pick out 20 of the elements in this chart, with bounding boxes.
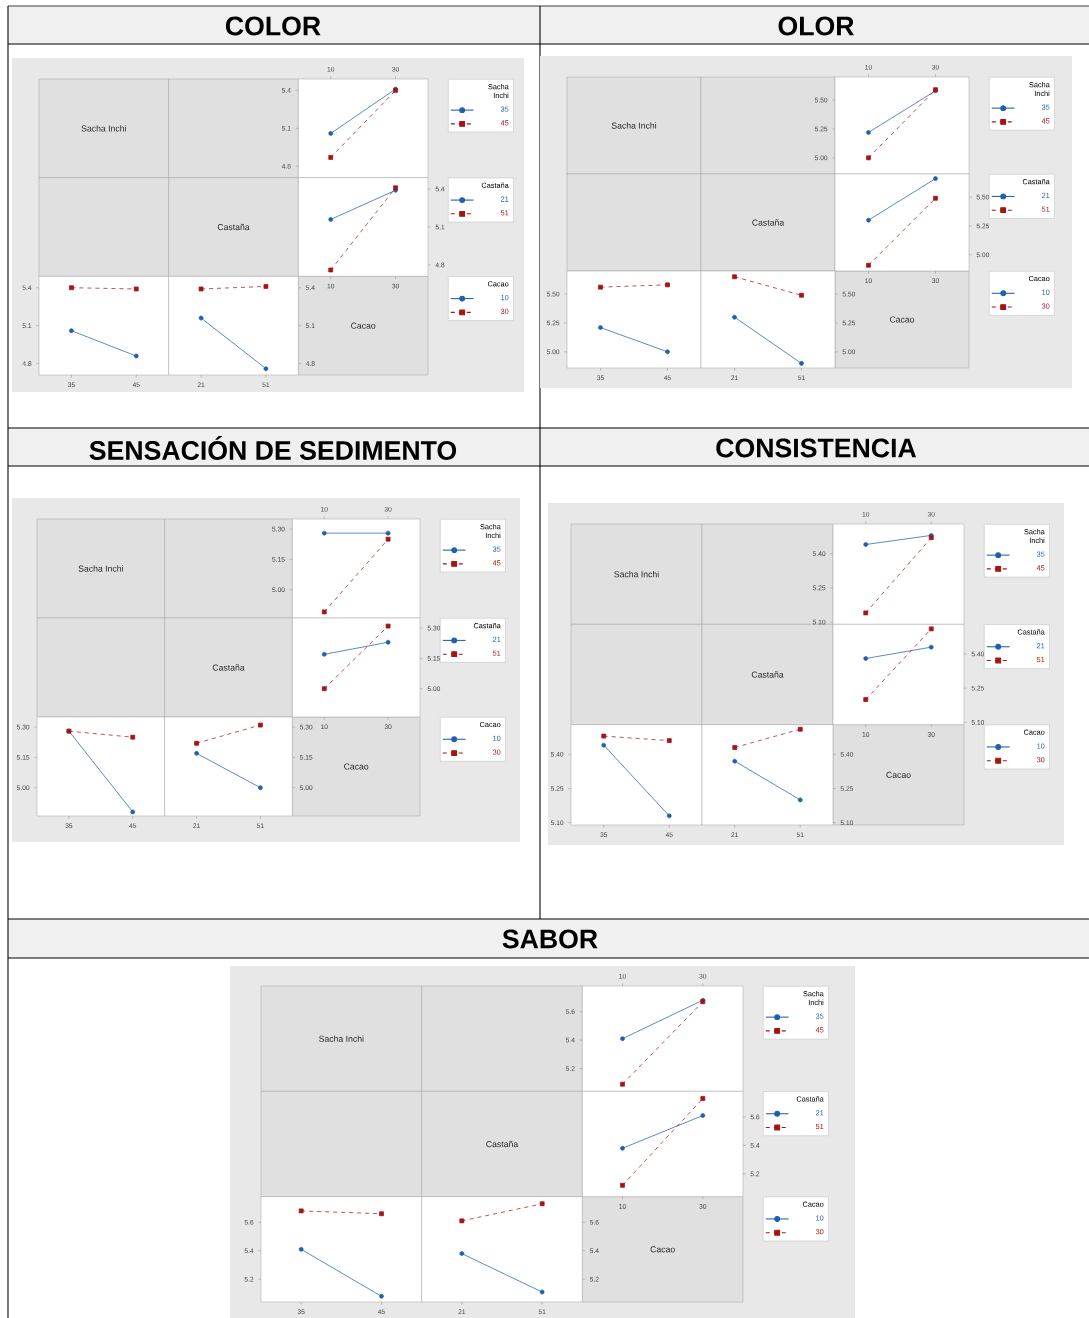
text: Sacha Inchi [611, 122, 657, 129]
text: Sacha Inchi [81, 125, 126, 132]
text: CONSISTENCIA [716, 438, 917, 458]
text: Castaña [212, 664, 245, 671]
text: SABOR [502, 929, 598, 949]
text: Sacha Inchi [78, 565, 123, 572]
text: Cacao [886, 771, 911, 778]
text: Cacao [650, 1246, 675, 1253]
text: COLOR [225, 16, 321, 36]
text: Castaña [217, 223, 250, 231]
text: Sacha Inchi [614, 570, 659, 578]
text: Cacao [889, 316, 915, 323]
text: SENSACIÓN DE SEDIMENTO [89, 436, 457, 460]
text: Cacao [351, 322, 376, 329]
text: Cacao [344, 763, 369, 770]
text: Sacha Inchi [319, 1035, 364, 1042]
text: OLOR [778, 16, 854, 36]
text: Castaña [486, 1140, 519, 1148]
text: Castaña [751, 671, 784, 678]
text: Castaña [752, 219, 785, 226]
